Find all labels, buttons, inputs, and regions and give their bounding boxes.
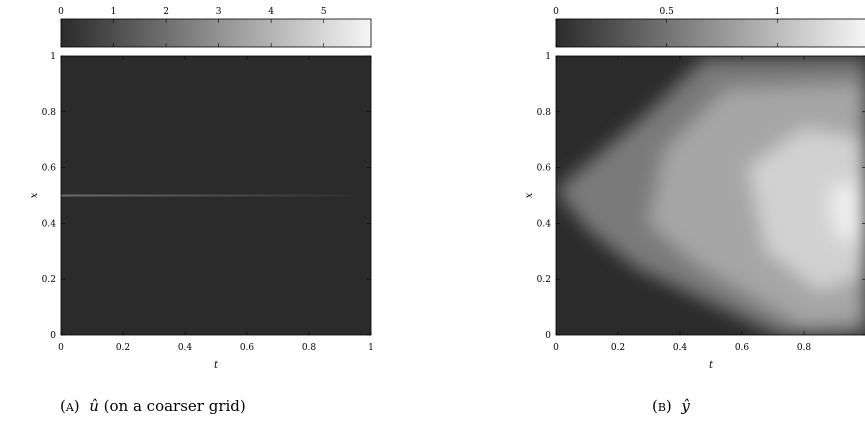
y-tick-label-b: 0.6 xyxy=(537,164,552,174)
x-tick-label-b: 0.8 xyxy=(797,343,812,353)
x-axis-label-a: t xyxy=(214,360,219,371)
y-tick-label-b: 0.2 xyxy=(537,275,551,285)
y-tick-label-b: 0 xyxy=(545,331,551,341)
y-tick-label-b: 1 xyxy=(545,52,551,62)
heatmap-a xyxy=(60,55,372,336)
colorbar-a-tick-label: 2 xyxy=(163,7,169,17)
x-tick-label-b: 0.4 xyxy=(673,343,688,353)
x-tick-label-a: 0 xyxy=(58,343,64,353)
caption-a: (a) û (on a coarser grid) xyxy=(60,397,246,415)
y-tick-label-a: 0.4 xyxy=(42,219,57,229)
axes-a: 0 0.2 0.4 0.6 0.8 1 0 0.2 0.4 0.6 0.8 1 t x xyxy=(29,52,374,371)
heatmap-b-region-2 xyxy=(748,128,865,291)
heatmap-b xyxy=(555,55,865,336)
caption-b-label: (b) xyxy=(652,397,672,415)
y-tick-label-a: 0.2 xyxy=(42,275,56,285)
heatmap-b-frame xyxy=(555,55,865,336)
y-tick-label-a: 0.6 xyxy=(42,164,57,174)
x-tick-label-b: 0 xyxy=(553,343,559,353)
caption-b-symbol: ŷ xyxy=(681,397,690,415)
colorbar-b-tick-label: 1 xyxy=(775,7,781,17)
axes-b: 0 0.2 0.4 0.6 0.8 0 0.2 0.4 0.6 0.8 1 t x xyxy=(524,52,865,371)
y-tick-label-a: 1 xyxy=(50,52,56,62)
colorbar-a xyxy=(60,18,372,48)
heatmap-b-region-3 xyxy=(828,179,865,246)
y-tick-label-b: 0.8 xyxy=(537,108,552,118)
y-axis-label-a: x xyxy=(29,192,40,198)
colorbar-a-tick-label: 0 xyxy=(58,7,64,17)
x-tick-label-b: 0.6 xyxy=(735,343,750,353)
colorbar-a-ticks: 0 1 2 3 4 5 xyxy=(58,7,327,47)
x-tick-label-a: 0.4 xyxy=(178,343,193,353)
panel-a: 0 1 2 3 4 5 0 0.2 0.4 0.6 0.8 1 0 0.2 0.4 0.6 0.8 1 t x xyxy=(29,7,374,371)
y-tick-label-a: 0 xyxy=(50,331,56,341)
colorbar-b-ticks: 0 0.5 1 xyxy=(553,7,780,47)
heatmap-a-frame xyxy=(60,55,372,336)
caption-b: (b) ŷ xyxy=(652,397,690,415)
y-tick-label-a: 0.8 xyxy=(42,108,57,118)
x-tick-label-a: 0.2 xyxy=(116,343,130,353)
caption-a-symbol: û xyxy=(89,397,99,415)
colorbar-a-tick-label: 1 xyxy=(111,7,117,17)
colorbar-b-tick-label: 0 xyxy=(553,7,559,17)
colorbar-a-tick-label: 3 xyxy=(216,7,222,17)
y-axis-label-b: x xyxy=(524,192,535,198)
x-tick-label-a: 0.8 xyxy=(302,343,317,353)
heatmap-a-line-feature xyxy=(61,194,350,197)
colorbar-b-tick-label: 0.5 xyxy=(660,7,675,17)
caption-a-text: (on a coarser grid) xyxy=(98,397,246,415)
colorbar-b xyxy=(555,18,865,48)
x-tick-label-b: 0.2 xyxy=(611,343,625,353)
y-tick-label-b: 0.4 xyxy=(537,219,552,229)
heatmap-b-regions xyxy=(556,58,865,335)
colorbar-a-tick-label: 5 xyxy=(321,7,327,17)
caption-a-label: (a) xyxy=(60,397,80,415)
x-tick-label-a: 1 xyxy=(368,343,374,353)
colorbar-a-tick-label: 4 xyxy=(268,7,274,17)
x-axis-label-b: t xyxy=(709,360,714,371)
x-tick-label-a: 0.6 xyxy=(240,343,255,353)
